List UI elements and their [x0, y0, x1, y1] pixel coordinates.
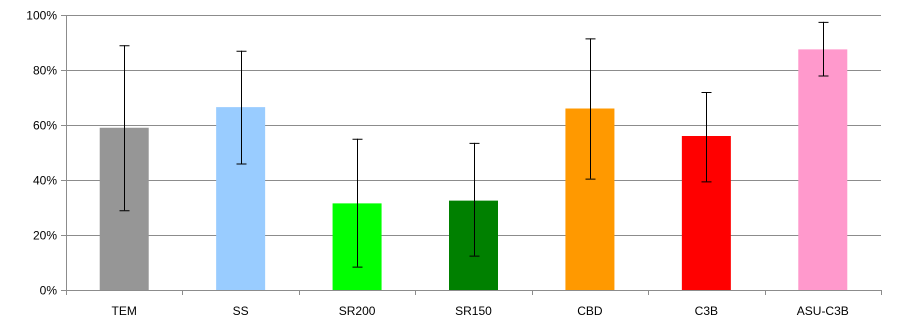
x-tick-label: TEM — [112, 304, 137, 318]
axes — [61, 15, 882, 295]
bar-sr150 — [449, 200, 498, 290]
y-tick-labels: 0% 20% 40% 60% 80% 100% — [26, 9, 57, 298]
x-tick-label: SR150 — [455, 304, 492, 318]
gridlines — [66, 15, 881, 236]
bar-cbd — [565, 108, 615, 290]
x-tick-label: C3B — [695, 304, 718, 318]
bar-asu-c3b — [798, 49, 848, 290]
bar-ss — [216, 107, 266, 290]
x-tick-label: ASU-C3B — [797, 304, 849, 318]
y-tick-label: 0% — [40, 284, 58, 298]
y-tick-label: 100% — [26, 9, 57, 23]
x-tick-labels: TEM SS SR200 SR150 CBD C3B ASU-C3B — [112, 304, 849, 318]
bars — [99, 49, 848, 290]
y-tick-label: 60% — [33, 119, 57, 133]
y-tick-label: 80% — [33, 64, 57, 78]
y-tick-label: 40% — [33, 174, 57, 188]
error-bars — [119, 21, 829, 268]
y-tick-label: 20% — [33, 229, 57, 243]
x-tick-label: SS — [233, 304, 249, 318]
x-tick-label: CBD — [577, 304, 603, 318]
x-tick-label: SR200 — [339, 304, 376, 318]
